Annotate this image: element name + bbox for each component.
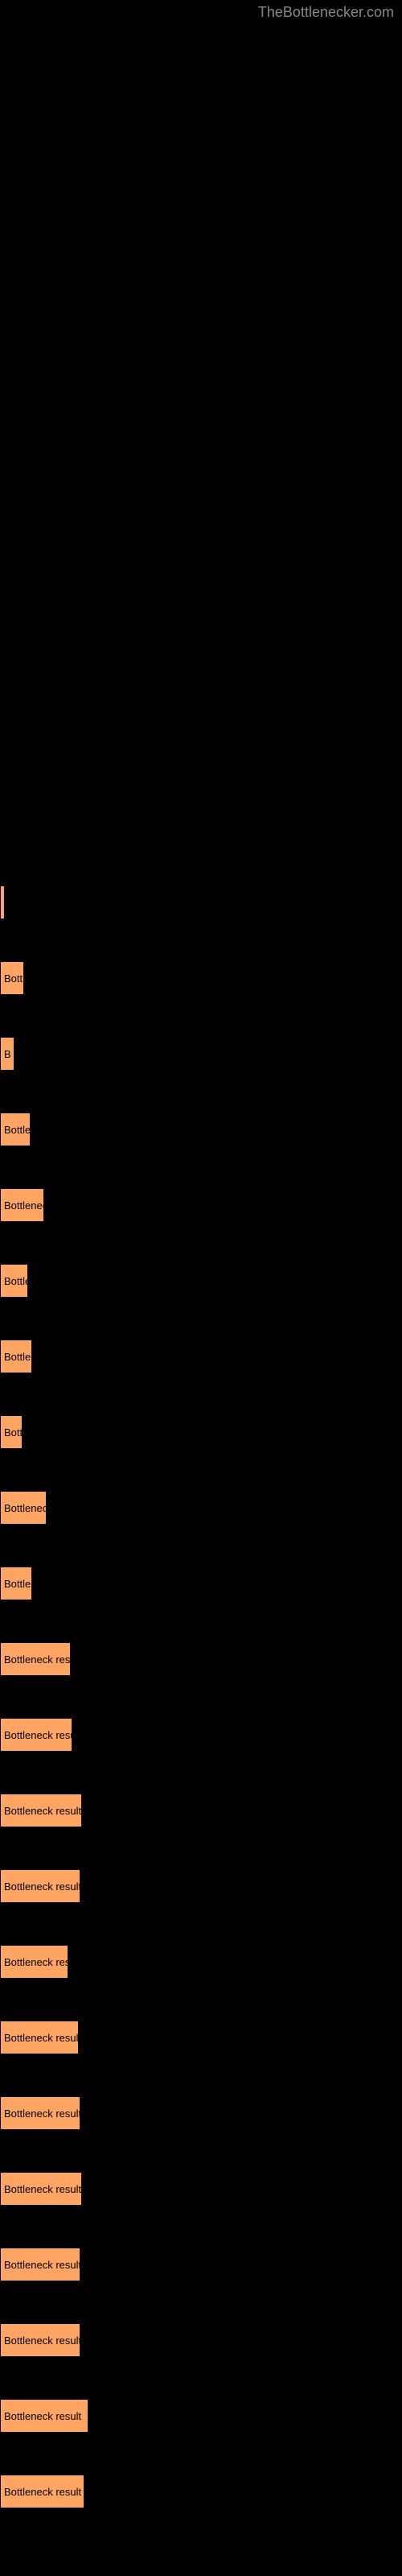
- chart-bar: B: [0, 1037, 14, 1071]
- bar-label: Bottleneck resul: [4, 1729, 72, 1741]
- bar-label: Bottleneck: [4, 1199, 44, 1212]
- bar-row: Bottle: [0, 961, 402, 995]
- bar-label: Bottlene: [4, 1578, 32, 1590]
- chart-bar: Bottleneck resul: [0, 1718, 72, 1752]
- bar-row: Bottleneck result: [0, 2172, 402, 2206]
- bar-label: Bottleneck result: [4, 2410, 81, 2422]
- chart-bar: Bottleneck result: [0, 2399, 88, 2433]
- chart-bar: Bottleneck result: [0, 2323, 80, 2357]
- bar-row: [0, 886, 402, 919]
- bar-row: Bottlene: [0, 1567, 402, 1600]
- bar-label: Bottleneck result: [4, 2183, 81, 2195]
- bar-row: Bottl: [0, 1415, 402, 1449]
- bar-label: Bottleneck result: [4, 1880, 80, 1893]
- watermark-text: TheBottlenecker.com: [258, 4, 394, 21]
- chart-bar: Bottleneck resu: [0, 1642, 71, 1676]
- bar-row: Bottlen: [0, 1264, 402, 1298]
- bar-row: Bottleneck result: [0, 1869, 402, 1903]
- bar-label: Bottleneck res: [4, 1956, 68, 1968]
- bar-label: Bottlene: [4, 1351, 32, 1363]
- chart-bar: Bottleneck res: [0, 1945, 68, 1979]
- bar-row: Bottleneck result: [0, 2475, 402, 2508]
- bar-row: Bottleneck resu: [0, 1642, 402, 1676]
- bar-row: Bottleneck: [0, 1188, 402, 1222]
- chart-bar: Bottleneck result: [0, 1869, 80, 1903]
- bar-row: Bottleneck result: [0, 2323, 402, 2357]
- chart-bar: Bottleneck result: [0, 2172, 82, 2206]
- bar-label: Bottleneck result: [4, 2032, 79, 2044]
- chart-bar: Bottlen: [0, 1264, 28, 1298]
- bar-row: Bottleneck resul: [0, 1718, 402, 1752]
- bar-label: Bottleneck: [4, 1502, 47, 1514]
- bar-row: Bottleneck res: [0, 1945, 402, 1979]
- bar-row: Bottlen: [0, 1113, 402, 1146]
- chart-bar: Bottleneck result: [0, 2248, 80, 2281]
- bar-row: Bottleneck result: [0, 2399, 402, 2433]
- chart-bar: Bottleneck result: [0, 2475, 84, 2508]
- chart-bar: Bottlene: [0, 1340, 32, 1373]
- bar-label: B: [4, 1048, 11, 1060]
- bar-row: Bottlene: [0, 1340, 402, 1373]
- bar-label: Bottlen: [4, 1124, 31, 1136]
- bar-label: Bottleneck result: [4, 2259, 80, 2271]
- chart-bar: Bottlen: [0, 1113, 31, 1146]
- chart-bar: Bottle: [0, 961, 24, 995]
- bar-label: Bottleneck result: [4, 1805, 81, 1817]
- bar-row: Bottleneck: [0, 1491, 402, 1525]
- bar-label: Bottle: [4, 972, 24, 985]
- bar-chart: Bottle B Bottlen Bottleneck Bottlen Bottlene B…: [0, 0, 402, 2508]
- bar-label: Bottleneck result: [4, 2107, 80, 2120]
- bar-label: Bottl: [4, 1426, 23, 1439]
- bar-row: Bottleneck result: [0, 1794, 402, 1827]
- bar-label: Bottleneck result: [4, 2334, 80, 2347]
- chart-bar: Bottlene: [0, 1567, 32, 1600]
- chart-bar: Bottleneck: [0, 1188, 44, 1222]
- chart-bar: Bottleneck result: [0, 1794, 82, 1827]
- bar-label: Bottleneck resu: [4, 1653, 71, 1666]
- bar-label: Bottleneck result: [4, 2486, 81, 2498]
- bar-label: Bottlen: [4, 1275, 28, 1287]
- chart-bar: Bottl: [0, 1415, 23, 1449]
- chart-bar: Bottleneck result: [0, 2096, 80, 2130]
- bar-row: Bottleneck result: [0, 2021, 402, 2054]
- bar-row: B: [0, 1037, 402, 1071]
- chart-bar: [0, 886, 5, 919]
- chart-bar: Bottleneck result: [0, 2021, 79, 2054]
- bar-row: Bottleneck result: [0, 2248, 402, 2281]
- bar-row: Bottleneck result: [0, 2096, 402, 2130]
- chart-bar: Bottleneck: [0, 1491, 47, 1525]
